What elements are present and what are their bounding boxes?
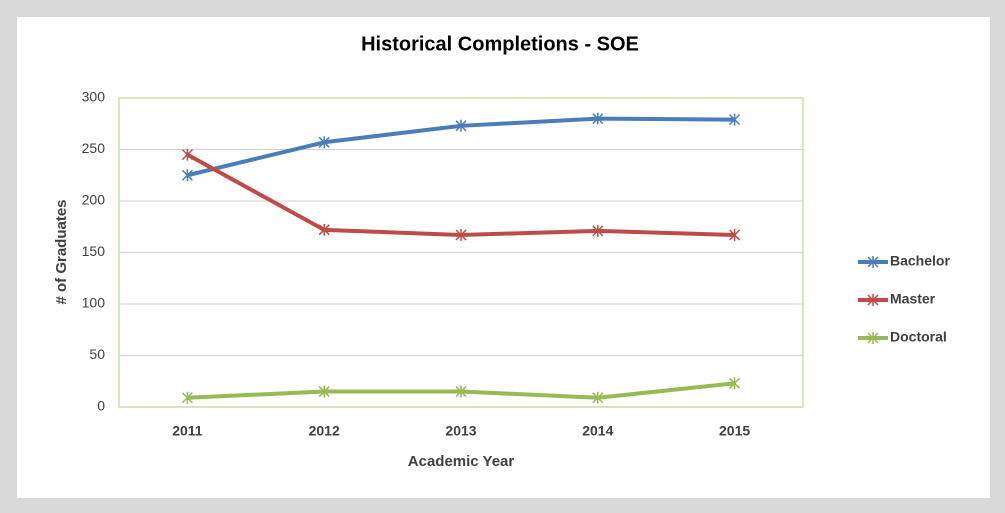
x-tick-label: 2011 xyxy=(172,423,203,439)
point-marker xyxy=(592,391,604,404)
legend-marker xyxy=(867,294,879,306)
legend-label: Master xyxy=(890,291,936,307)
y-axis-title: # of Graduates xyxy=(53,199,70,304)
y-tick-label: 200 xyxy=(82,192,106,208)
x-tick-label: 2013 xyxy=(445,423,476,439)
point-marker xyxy=(318,385,330,398)
point-marker xyxy=(455,119,467,132)
legend-label: Bachelor xyxy=(890,253,950,269)
x-tick-label: 2012 xyxy=(309,423,340,439)
point-marker xyxy=(318,136,330,149)
point-marker xyxy=(181,148,193,161)
y-tick-label: 250 xyxy=(82,140,106,156)
y-tick-label: 100 xyxy=(82,295,106,311)
y-tick-label: 150 xyxy=(82,243,106,259)
point-marker xyxy=(455,228,467,241)
legend-marker xyxy=(867,332,879,344)
legend-label: Doctoral xyxy=(890,329,947,345)
point-marker xyxy=(181,169,193,182)
point-marker xyxy=(592,112,604,125)
point-marker xyxy=(729,113,741,126)
chart-title: Historical Completions - SOE xyxy=(361,33,639,55)
point-marker xyxy=(592,224,604,237)
point-marker xyxy=(455,385,467,398)
point-marker xyxy=(181,391,193,404)
point-marker xyxy=(729,377,741,390)
point-marker xyxy=(729,228,741,241)
y-tick-label: 300 xyxy=(82,89,106,105)
x-tick-label: 2014 xyxy=(582,423,613,439)
x-tick-label: 2015 xyxy=(719,423,750,439)
legend-marker xyxy=(867,256,879,268)
chart-panel xyxy=(17,17,990,498)
y-tick-label: 0 xyxy=(97,398,105,414)
y-tick-label: 50 xyxy=(89,346,105,362)
x-axis-title: Academic Year xyxy=(408,453,515,470)
point-marker xyxy=(318,223,330,236)
